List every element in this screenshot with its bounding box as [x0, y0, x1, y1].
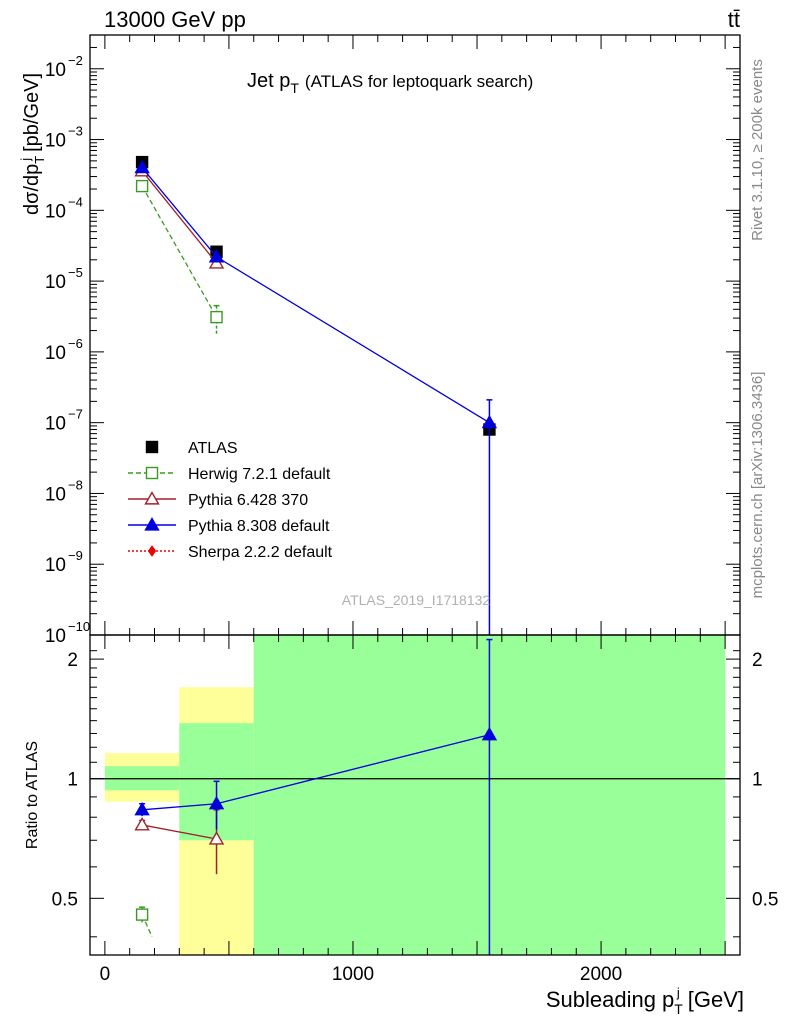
legend: ATLAS Herwig 7.2.1 default Pythia 6.428 37…: [128, 440, 333, 561]
pythia6-ratio-point: [134, 817, 150, 831]
ratio-y-tick-label: 0.5: [52, 889, 78, 910]
ratio-y-tick-label-right: 2: [752, 650, 763, 671]
legend-herwig-marker: [145, 466, 159, 480]
pythia6-line: [141, 170, 218, 264]
legend-atlas-label: ATLAS: [188, 440, 238, 457]
herwig-point: [210, 310, 223, 324]
pythia8-point: [134, 159, 150, 174]
legend-herwig-label: Herwig 7.2.1 default: [188, 466, 331, 483]
ratio-frame: [89, 634, 741, 956]
main-y-tick-exponent: −6: [68, 336, 83, 351]
main-y-tick-exponent: −9: [68, 548, 83, 563]
main-y-tick-label: 10: [45, 626, 66, 647]
ratio-y-tick-label: 1: [67, 770, 78, 791]
main-y-tick-exponent: −4: [68, 194, 83, 209]
legend-sherpa-label: Sherpa 2.2.2 default: [188, 544, 333, 561]
process-label: tt̄: [728, 7, 740, 32]
main-y-tick-label: 10: [45, 60, 66, 81]
main-y-tick-label: 10: [45, 484, 66, 505]
x-tick-label: 2000: [580, 964, 622, 985]
herwig-point: [135, 179, 149, 193]
ratio-y-tick-label-right: 0.5: [752, 889, 778, 910]
main-y-tick-exponent: −5: [68, 265, 83, 280]
plot-title: Jet pT (ATLAS for leptoquark search): [247, 70, 533, 96]
main-y-tick-label: 10: [45, 414, 66, 435]
main-y-tick-exponent: −7: [68, 407, 83, 422]
pythia8-point: [208, 248, 225, 263]
main-y-tick-label: 10: [45, 555, 66, 576]
ratio-y-tick-label: 2: [67, 650, 78, 671]
legend-pythia8-marker: [144, 517, 160, 531]
pythia6-ratio-line: [141, 824, 217, 840]
ratio-panel: [90, 638, 740, 955]
main-y-tick-exponent: −10: [68, 619, 90, 634]
pythia6-ratio-point: [208, 831, 225, 845]
main-y-axis-label: dσ/dpTj[pb/GeV]: [18, 73, 47, 215]
main-panel: [134, 155, 498, 635]
legend-pythia6-marker: [144, 491, 160, 505]
x-tick-label: 0: [100, 964, 111, 985]
main-y-tick-label: 10: [45, 201, 66, 222]
legend-pythia8-label: Pythia 8.308 default: [188, 518, 330, 535]
herwig-ratio-point: [135, 908, 149, 921]
analysis-watermark: ATLAS_2019_I1718132: [342, 592, 491, 608]
ratio-uncertainty-bands: [104, 635, 726, 955]
pythia8-ratio-point: [481, 726, 498, 741]
energy-label: 13000 GeV pp: [104, 7, 246, 32]
pythia8-point: [481, 414, 498, 429]
legend-atlas-marker: [145, 440, 159, 454]
main-y-tick-exponent: −8: [68, 477, 83, 492]
legend-pythia6-label: Pythia 6.428 370: [188, 492, 308, 509]
legend-sherpa-marker: [147, 545, 157, 557]
pythia8-line: [141, 167, 490, 424]
main-y-tick-label: 10: [45, 343, 66, 364]
pythia8-ratio-point: [208, 795, 225, 810]
pythia8-ratio-point: [134, 801, 150, 816]
main-y-tick-label: 10: [45, 131, 66, 152]
mcplots-label: mcplots.cern.ch [arXiv:1306.3436]: [749, 372, 766, 599]
ratio-y-axis-label: Ratio to ATLAS: [24, 741, 41, 849]
main-y-tick-label: 10: [45, 272, 66, 293]
main-y-tick-exponent: −3: [68, 124, 83, 139]
rivet-label: Rivet 3.1.10, ≥ 200k events: [749, 59, 766, 241]
herwig-line: [141, 185, 218, 318]
ratio-y-tick-label-right: 1: [752, 770, 763, 791]
main-y-tick-exponent: −2: [68, 53, 83, 68]
x-tick-label: 1000: [332, 964, 374, 985]
x-axis-label: Subleading pTj [GeV]: [546, 985, 744, 1017]
